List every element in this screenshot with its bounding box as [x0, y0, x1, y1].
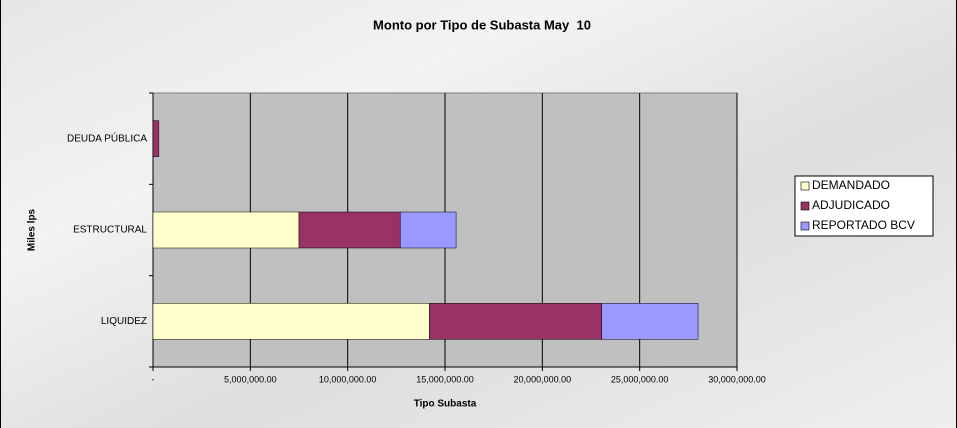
chart-title: Monto por Tipo de Subasta May 10: [373, 17, 591, 32]
bar: [429, 303, 602, 340]
legend-swatch: [800, 201, 810, 211]
bar: [152, 211, 300, 249]
bar: [152, 303, 430, 340]
y-axis-label: Miles lps: [27, 208, 38, 251]
x-tick-label: 15,000,000.00: [416, 374, 474, 384]
legend-label: ADJUDICADO: [812, 198, 890, 212]
x-tick-label: 10,000,000.00: [319, 374, 377, 384]
bar: [298, 211, 401, 249]
x-axis-label: Tipo Subasta: [414, 399, 477, 410]
bar: [399, 211, 457, 249]
y-tick-label: DEUDA PÚBLICA: [67, 131, 147, 144]
bar: [601, 303, 699, 340]
x-tick-label: -: [152, 374, 155, 384]
x-tick-label: 30,000,000.00: [708, 374, 766, 384]
x-tick-label: 20,000,000.00: [514, 374, 572, 384]
x-tick-label: 25,000,000.00: [611, 374, 669, 384]
legend-swatch: [800, 181, 810, 191]
y-tick-label: LIQUIDEZ: [101, 316, 147, 327]
y-tick-label: ESTRUCTURAL: [73, 225, 147, 236]
legend-swatch: [800, 221, 810, 231]
legend-label: REPORTADO BCV: [812, 218, 915, 232]
bar: [152, 120, 160, 157]
x-tick-label: 5,000,000.00: [224, 374, 277, 384]
legend-label: DEMANDADO: [812, 178, 890, 192]
legend: [794, 175, 934, 237]
